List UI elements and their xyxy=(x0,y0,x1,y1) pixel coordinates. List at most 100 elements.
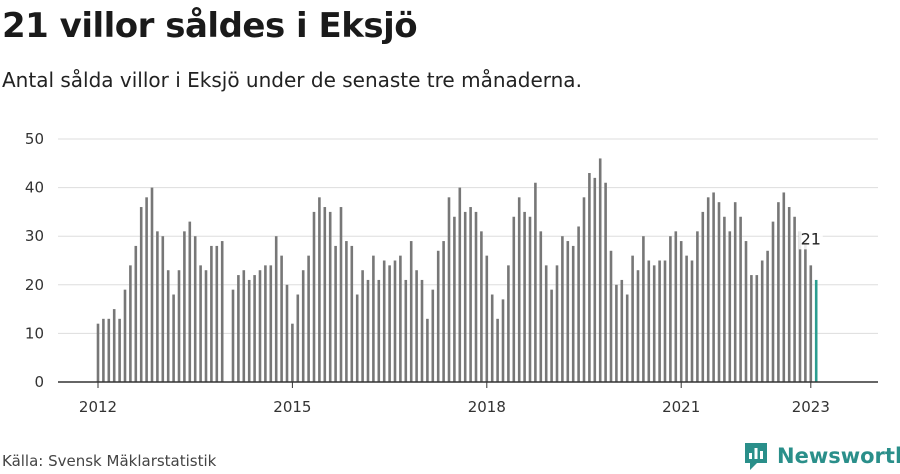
bar xyxy=(728,231,732,382)
bar xyxy=(739,216,742,382)
bar xyxy=(701,211,705,382)
bar xyxy=(447,197,451,382)
bar xyxy=(334,245,337,382)
bar xyxy=(431,289,435,382)
bar xyxy=(231,289,235,382)
y-tick-label: 50 xyxy=(25,130,44,148)
bar xyxy=(393,260,397,382)
bar xyxy=(723,216,726,382)
bar xyxy=(242,270,246,382)
bar xyxy=(696,231,699,382)
bar xyxy=(523,211,526,382)
bar xyxy=(220,241,224,382)
bar xyxy=(442,241,445,382)
bar xyxy=(253,275,256,382)
bar xyxy=(793,216,796,382)
brand-logo[interactable]: Newsworthy xyxy=(743,441,900,471)
bar xyxy=(485,255,489,382)
bar xyxy=(377,279,381,382)
brand-name: Newsworthy xyxy=(777,444,900,468)
bar xyxy=(318,197,321,382)
bar xyxy=(469,207,472,382)
chart-title: 21 villor såldes i Eksjö xyxy=(2,6,418,46)
bar xyxy=(550,289,553,382)
bar xyxy=(534,182,537,382)
bar xyxy=(658,260,661,382)
bar xyxy=(296,294,300,382)
bar xyxy=(204,270,208,382)
y-tick-label: 0 xyxy=(34,373,44,391)
bar xyxy=(382,260,386,382)
bar xyxy=(156,231,159,382)
bar xyxy=(490,294,494,382)
bar xyxy=(717,202,721,382)
bar xyxy=(404,279,408,382)
x-tick-label: 2012 xyxy=(79,398,117,416)
bar xyxy=(517,197,521,382)
bar xyxy=(328,211,332,382)
bar xyxy=(345,241,348,382)
bar xyxy=(366,279,370,382)
bar xyxy=(285,284,289,382)
bar xyxy=(528,216,532,382)
bar xyxy=(134,245,138,382)
bar xyxy=(642,236,645,382)
bar xyxy=(539,231,543,382)
bar xyxy=(463,211,467,382)
bar xyxy=(507,265,510,382)
bar xyxy=(269,265,273,382)
bar xyxy=(199,265,202,382)
y-tick-label: 30 xyxy=(25,227,44,245)
bar xyxy=(409,241,413,382)
bar xyxy=(571,245,575,382)
bar xyxy=(183,231,186,382)
bar xyxy=(426,318,429,382)
bar xyxy=(598,158,602,382)
chart-subtitle: Antal sålda villor i Eksjö under de sena… xyxy=(2,68,582,92)
bar xyxy=(129,265,132,382)
bar xyxy=(361,270,364,382)
bar xyxy=(453,216,456,382)
bar xyxy=(291,323,294,382)
bar xyxy=(458,187,462,382)
bar xyxy=(280,255,283,382)
bar xyxy=(631,255,634,382)
bar xyxy=(561,236,564,382)
bar xyxy=(501,299,505,382)
x-tick-label: 2023 xyxy=(792,398,830,416)
bar xyxy=(582,197,586,382)
bar xyxy=(480,231,483,382)
bar xyxy=(150,187,154,382)
bar xyxy=(663,260,667,382)
bar xyxy=(350,245,354,382)
bar-chart: 0 10 20 30 40 50 2012 2015 2018 2021 2023 21 xyxy=(25,130,878,416)
bar xyxy=(620,279,624,382)
bar xyxy=(123,289,127,382)
source-note: Källa: Svensk Mäklarstatistik xyxy=(2,452,217,470)
bar xyxy=(258,270,262,382)
annotation-bg xyxy=(798,229,823,250)
bar xyxy=(744,241,748,382)
bar xyxy=(145,197,148,382)
bar xyxy=(215,245,219,382)
bar xyxy=(690,260,694,382)
bar xyxy=(188,221,192,382)
bar xyxy=(706,197,710,382)
bar xyxy=(782,192,786,382)
bar xyxy=(139,207,143,382)
bar xyxy=(307,255,310,382)
bar xyxy=(274,236,278,382)
bar xyxy=(96,323,100,382)
bar xyxy=(355,294,359,382)
bar xyxy=(712,192,715,382)
bar xyxy=(177,270,181,382)
bar xyxy=(172,294,175,382)
bar xyxy=(609,250,613,382)
bar xyxy=(588,173,591,382)
x-tick-label: 2018 xyxy=(468,398,506,416)
bar xyxy=(809,265,813,382)
y-tick-label: 40 xyxy=(25,179,44,197)
bar xyxy=(685,255,688,382)
bar xyxy=(604,182,607,382)
bar xyxy=(415,270,418,382)
